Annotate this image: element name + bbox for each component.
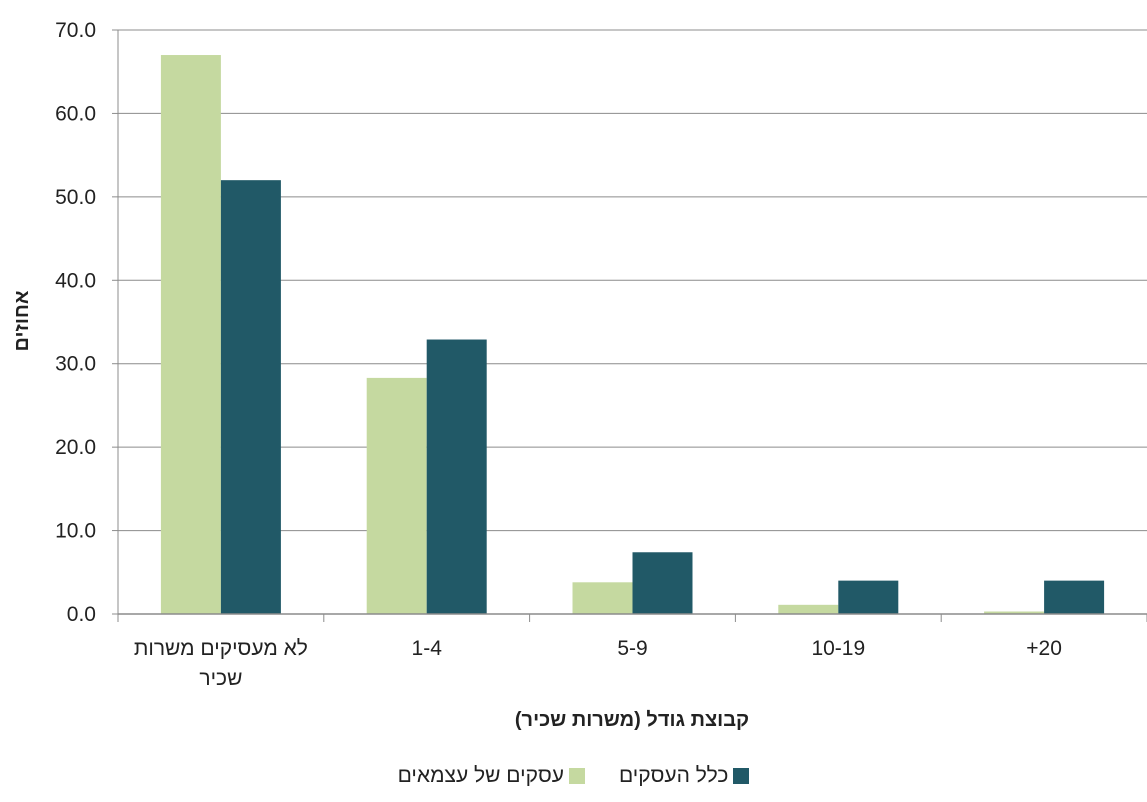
bar-all-businesses bbox=[426, 339, 487, 614]
y-tick-label: 50.0 bbox=[55, 186, 96, 209]
y-tick-labels: 0.0 10.0 20.0 30.0 40.0 50.0 60.0 70.0 bbox=[55, 19, 96, 626]
x-tick-labels: לא מעסיקים משרות שכיר 1-4 5-9 10-19 20+ bbox=[134, 637, 1062, 690]
y-tick-label: 30.0 bbox=[55, 353, 96, 376]
x-tick-label: 5-9 bbox=[617, 637, 647, 660]
y-tick-label: 40.0 bbox=[55, 269, 96, 292]
bar-all-businesses bbox=[632, 552, 693, 614]
y-tick-label: 0.0 bbox=[67, 603, 96, 626]
legend-item-all-businesses: כלל העסקים bbox=[618, 764, 750, 788]
axes bbox=[112, 29, 1147, 622]
x-axis-title: קבוצת גודל (משרות שכיר) bbox=[515, 709, 749, 731]
y-tick-label: 70.0 bbox=[55, 19, 96, 42]
y-tick-label: 10.0 bbox=[55, 520, 96, 543]
y-tick-label: 20.0 bbox=[55, 436, 96, 459]
y-axis-title: אחוזים bbox=[11, 290, 33, 351]
x-tick-label: 10-19 bbox=[811, 637, 865, 660]
legend-item-self-employed: עסקים של עצמאים bbox=[398, 764, 585, 788]
legend: כלל העסקים עסקים של עצמאים bbox=[0, 764, 1147, 788]
bar-self-employed bbox=[572, 582, 633, 614]
bar-self-employed bbox=[984, 611, 1045, 614]
bars bbox=[160, 55, 1105, 615]
y-tick-label: 60.0 bbox=[55, 102, 96, 125]
bar-all-businesses bbox=[220, 180, 281, 614]
x-tick-label: לא מעסיקים משרות שכיר bbox=[134, 637, 308, 690]
x-tick-label: 20+ bbox=[1026, 637, 1062, 660]
legend-label: כלל העסקים bbox=[618, 764, 729, 787]
bar-all-businesses bbox=[1044, 580, 1105, 614]
x-tick-label: 1-4 bbox=[412, 637, 443, 660]
legend-swatch bbox=[568, 768, 585, 784]
legend-swatch bbox=[733, 768, 750, 784]
bar-self-employed bbox=[778, 604, 839, 614]
bar-all-businesses bbox=[838, 580, 899, 614]
gridlines bbox=[118, 29, 1147, 615]
bar-self-employed bbox=[366, 377, 427, 614]
legend-label: עסקים של עצמאים bbox=[397, 764, 564, 787]
bar-self-employed bbox=[160, 55, 221, 615]
